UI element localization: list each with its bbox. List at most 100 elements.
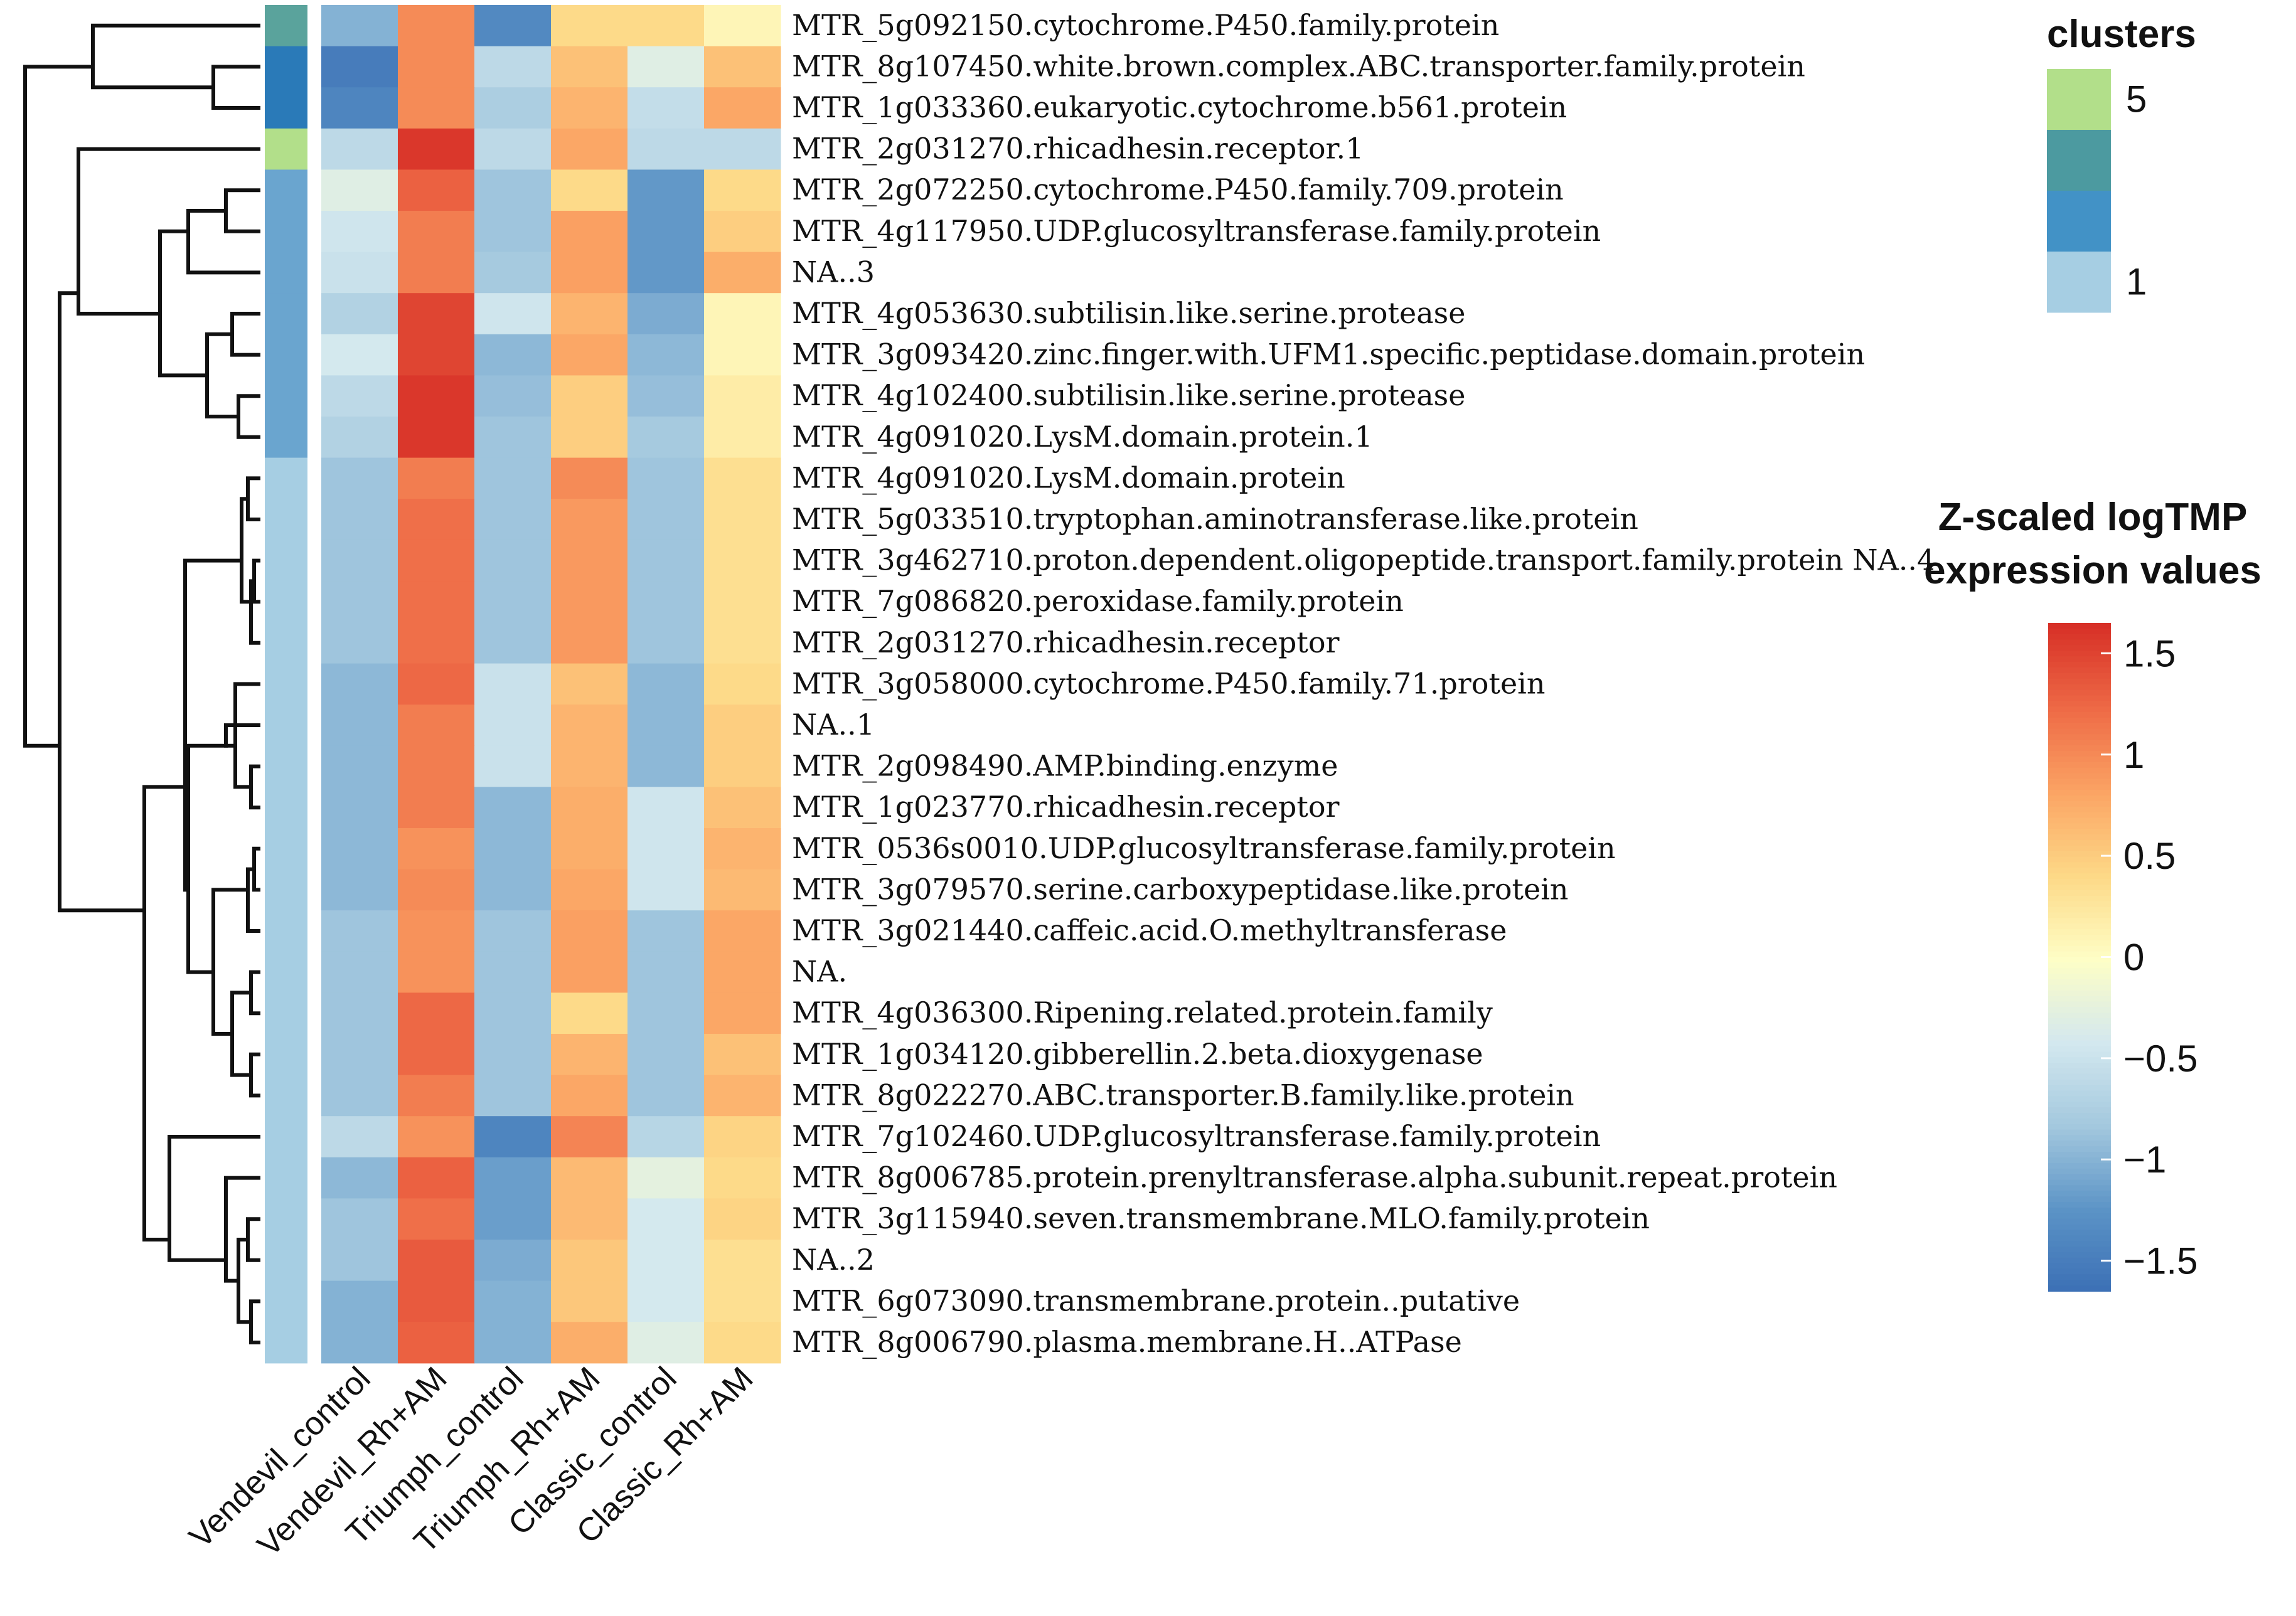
heatmap-cell <box>627 828 705 870</box>
colorbar-segment <box>2048 1090 2111 1097</box>
colorbar-segment <box>2048 1024 2111 1030</box>
row-label: MTR_1g034120.gibberellin.2.beta.dioxygen… <box>792 1037 1483 1071</box>
colorbar-segment <box>2048 717 2111 724</box>
heatmap-cell <box>551 1157 628 1199</box>
cluster-legend-swatch <box>2047 130 2111 191</box>
heatmap-cell <box>321 128 398 170</box>
colorbar-segment <box>2048 1102 2111 1108</box>
heatmap-cell <box>398 211 475 253</box>
heatmap-cell <box>704 1198 781 1240</box>
row-label: MTR_5g033510.tryptophan.aminotransferase… <box>792 502 1638 536</box>
heatmap-cell <box>321 910 398 952</box>
heatmap-cell <box>551 622 628 664</box>
heatmap-cell <box>398 992 475 1034</box>
heatmap-cell <box>704 663 781 705</box>
colorbar-segment <box>2048 757 2111 763</box>
colorbar-segment <box>2048 1001 2111 1008</box>
colorbar-segment <box>2048 873 2111 880</box>
colorbar-segment <box>2048 957 2111 964</box>
dendrogram-branch <box>237 394 260 439</box>
heatmap-cell <box>704 1034 781 1076</box>
heatmap-cell <box>321 622 398 664</box>
heatmap-cell <box>627 787 705 829</box>
colorbar-segment <box>2048 784 2111 791</box>
colorbar-segment <box>2048 689 2111 696</box>
row-label: MTR_4g102400.subtilisin.like.serine.prot… <box>792 378 1465 412</box>
column-labels: Vendevil_controlVendevil_Rh+AMTriumph_co… <box>183 1360 761 1563</box>
heatmap-cell <box>627 457 705 499</box>
heatmap-cell <box>551 1240 628 1282</box>
heatmap-cell <box>398 663 475 705</box>
heatmap-cell <box>704 293 781 335</box>
colorbar-segment <box>2048 667 2111 674</box>
heatmap-cell <box>398 745 475 787</box>
dendrogram-branch <box>142 785 187 1241</box>
heatmap-cell <box>474 1116 552 1158</box>
colorbar-segment <box>2048 1118 2111 1125</box>
heatmap-cell <box>627 87 705 129</box>
heatmap-cells <box>321 5 781 1364</box>
row-label: MTR_1g033360.eukaryotic.cytochrome.b561.… <box>792 90 1567 124</box>
heatmap-cell <box>704 540 781 582</box>
heatmap-cell <box>474 663 552 705</box>
dendrogram-branch <box>183 558 243 892</box>
heatmap-cell <box>321 540 398 582</box>
heatmap-cell <box>551 5 628 47</box>
row-label: MTR_3g079570.serine.carboxypeptidase.lik… <box>792 872 1569 906</box>
cluster-legend-tick: 1 <box>2126 261 2147 303</box>
colorbar-tick-label: −1.5 <box>2123 1240 2197 1282</box>
heatmap-cell <box>474 1034 552 1076</box>
heatmap-cell <box>551 910 628 952</box>
heatmap-cell <box>321 1116 398 1158</box>
row-label: MTR_2g072250.cytochrome.P450.family.709.… <box>792 173 1564 206</box>
heatmap-cell <box>627 581 705 623</box>
heatmap-cell <box>551 87 628 129</box>
colorbar-segment <box>2048 656 2111 663</box>
heatmap-cell <box>474 252 552 294</box>
cluster-cell <box>265 293 307 335</box>
cluster-cell <box>265 375 307 417</box>
row-label: MTR_4g117950.UDP.glucosyltransferase.fam… <box>792 214 1601 248</box>
colorbar-tick-label: 1 <box>2123 734 2144 776</box>
heatmap-cell <box>474 869 552 911</box>
heatmap-cell <box>551 704 628 747</box>
heatmap-cell <box>551 293 628 335</box>
colorbar-segment <box>2048 672 2111 679</box>
cluster-cell <box>265 910 307 952</box>
cluster-legend-swatch <box>2047 252 2111 313</box>
heatmap-cell <box>474 1075 552 1117</box>
heatmap-cell <box>704 46 781 88</box>
heatmap-cell <box>704 457 781 499</box>
heatmap-cell <box>627 46 705 88</box>
cluster-cell <box>265 1280 307 1322</box>
colorbar-tick-label: 0.5 <box>2123 835 2176 877</box>
colorbar-segment <box>2048 817 2111 824</box>
row-label: MTR_3g058000.cytochrome.P450.family.71.p… <box>792 666 1546 700</box>
heatmap-cell <box>321 663 398 705</box>
row-label: MTR_4g053630.subtilisin.like.serine.prot… <box>792 296 1465 330</box>
cluster-cell <box>265 745 307 787</box>
heatmap-cell <box>551 581 628 623</box>
colorbar-segment <box>2048 1168 2111 1175</box>
colorbar-tick-label: 0 <box>2123 937 2144 979</box>
heatmap-cell <box>474 951 552 993</box>
heatmap-cell <box>474 828 552 870</box>
colorbar-segment <box>2048 1096 2111 1103</box>
colorbar-segment <box>2048 829 2111 836</box>
heatmap-cell <box>627 992 705 1034</box>
heatmap-cell <box>704 1116 781 1158</box>
cluster-cell <box>265 499 307 541</box>
colorbar-segment <box>2048 1034 2111 1041</box>
colorbar-segment <box>2048 856 2111 863</box>
heatmap-cell <box>704 252 781 294</box>
heatmap-cell <box>474 87 552 129</box>
heatmap-cell <box>627 293 705 335</box>
row-label: MTR_7g086820.peroxidase.family.protein <box>792 584 1404 618</box>
heatmap-cell <box>627 211 705 253</box>
colorbar-segment <box>2048 1146 2111 1153</box>
expression-legend-title-line1: Z-scaled logTMP <box>1938 496 2248 539</box>
heatmap-cell <box>551 1034 628 1076</box>
heatmap-cell <box>398 704 475 747</box>
heatmap-cell <box>551 992 628 1034</box>
colorbar-segment <box>2048 834 2111 841</box>
